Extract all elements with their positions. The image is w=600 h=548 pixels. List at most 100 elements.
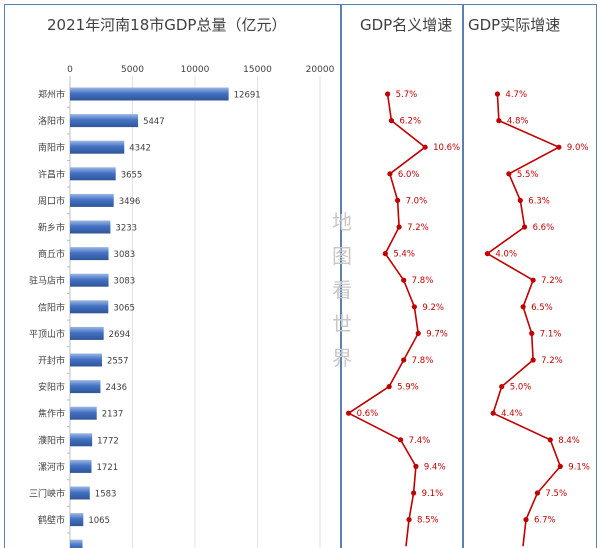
nominal-point	[406, 517, 412, 523]
real-data-label: 9.1%	[568, 462, 590, 472]
bar	[70, 193, 114, 207]
bar-value-label: 3065	[113, 303, 135, 313]
real-point	[499, 384, 505, 390]
bar-value-label: 3233	[115, 224, 137, 234]
x-tick-label: 0	[67, 65, 73, 75]
bar-value-label: 2137	[102, 410, 124, 420]
real-point	[557, 463, 563, 469]
bar	[70, 167, 116, 181]
category-label: 许昌市	[38, 168, 65, 180]
real-point	[506, 171, 512, 177]
nominal-point	[345, 410, 352, 416]
bar	[70, 300, 109, 314]
category-label: 驻马店市	[29, 275, 65, 287]
real-data-label: 4.8%	[507, 117, 529, 127]
real-point	[520, 304, 526, 310]
real-point	[529, 330, 535, 336]
bar-value-label: 1721	[97, 463, 119, 473]
nominal-data-label: 6.0%	[398, 170, 420, 180]
real-data-label: 6.7%	[534, 516, 556, 526]
watermark-char: 界	[332, 346, 352, 370]
nominal-data-label: 9.2%	[422, 303, 444, 313]
category-label: 濮阳市	[38, 434, 65, 446]
nominal-point	[401, 277, 407, 283]
nominal-data-label: 7.8%	[412, 356, 434, 366]
nominal-data-label: 5.7%	[396, 90, 418, 100]
real-data-label: 7.5%	[545, 489, 567, 499]
real-point	[517, 197, 523, 203]
real-point	[547, 437, 553, 443]
bar-value-label: 1772	[97, 436, 119, 446]
real-point	[494, 91, 501, 97]
real-point	[490, 410, 496, 416]
category-label: 新乡市	[38, 222, 65, 234]
bar	[70, 273, 109, 287]
bar	[70, 539, 83, 548]
real-data-label: 7.2%	[541, 356, 563, 366]
watermark-char: 地	[332, 210, 352, 234]
bar-value-label: 1583	[95, 490, 117, 500]
bar	[70, 87, 229, 101]
real-data-label: 6.5%	[531, 303, 553, 313]
real-point	[496, 118, 502, 124]
real-point	[484, 251, 491, 257]
real-point	[523, 517, 529, 523]
category-label: 信阳市	[38, 301, 65, 313]
nominal-data-label: 7.4%	[409, 436, 431, 446]
category-label: 鹤壁市	[38, 514, 65, 526]
x-tick-label: 20000	[306, 65, 335, 75]
real-data-label: 9.0%	[567, 143, 589, 153]
category-label: 郑州市	[38, 89, 65, 101]
nominal-point	[394, 197, 401, 203]
watermark-char: 图	[332, 244, 352, 268]
nominal-data-label: 9.1%	[422, 489, 444, 499]
real-point	[521, 224, 528, 230]
bar-value-label: 2557	[107, 357, 129, 367]
real-point	[530, 277, 536, 283]
bar-value-label: 4342	[129, 144, 151, 154]
nominal-series-line	[347, 93, 427, 547]
nominal-point	[411, 304, 417, 310]
real-data-label: 4.0%	[495, 250, 517, 260]
bar	[70, 326, 104, 340]
nominal-growth-title: GDP名义增速	[360, 16, 453, 34]
real-data-label: 5.0%	[510, 383, 532, 393]
category-label: 安阳市	[38, 381, 65, 393]
category-label: 周口市	[38, 195, 65, 207]
real-data-label: 5.5%	[517, 170, 539, 180]
real-growth-title: GDP实际增速	[468, 16, 561, 34]
bar-value-label: 5447	[143, 117, 165, 127]
nominal-point	[386, 384, 392, 390]
bar	[70, 459, 92, 473]
real-data-label: 4.7%	[505, 90, 527, 100]
real-point	[530, 357, 536, 363]
real-data-label: 4.4%	[501, 409, 523, 419]
nominal-point	[388, 118, 395, 124]
nominal-data-label: 7.0%	[406, 196, 428, 206]
real-point	[534, 490, 541, 496]
real-growth-panel	[463, 4, 597, 548]
x-tick-label: 15000	[243, 65, 272, 75]
bar-value-label: 2694	[109, 330, 131, 340]
watermark-char: 看	[332, 278, 352, 302]
nominal-data-label: 8.5%	[417, 516, 439, 526]
real-series-line	[485, 93, 562, 547]
bar	[70, 486, 90, 500]
nominal-point	[415, 330, 421, 336]
bar-value-label: 2436	[105, 383, 127, 393]
bar	[70, 247, 109, 261]
category-label: 南阳市	[38, 142, 65, 154]
bar-value-label: 3083	[114, 250, 136, 260]
bar	[70, 220, 111, 234]
nominal-data-label: 5.4%	[393, 250, 415, 260]
bar	[70, 353, 102, 367]
real-data-label: 6.3%	[528, 196, 550, 206]
bar-value-label: 3496	[119, 197, 141, 207]
bar	[70, 433, 93, 447]
category-label: 漯河市	[38, 461, 65, 473]
bar	[70, 513, 84, 527]
nominal-data-label: 7.2%	[407, 223, 429, 233]
watermark-char: 世	[332, 312, 352, 336]
